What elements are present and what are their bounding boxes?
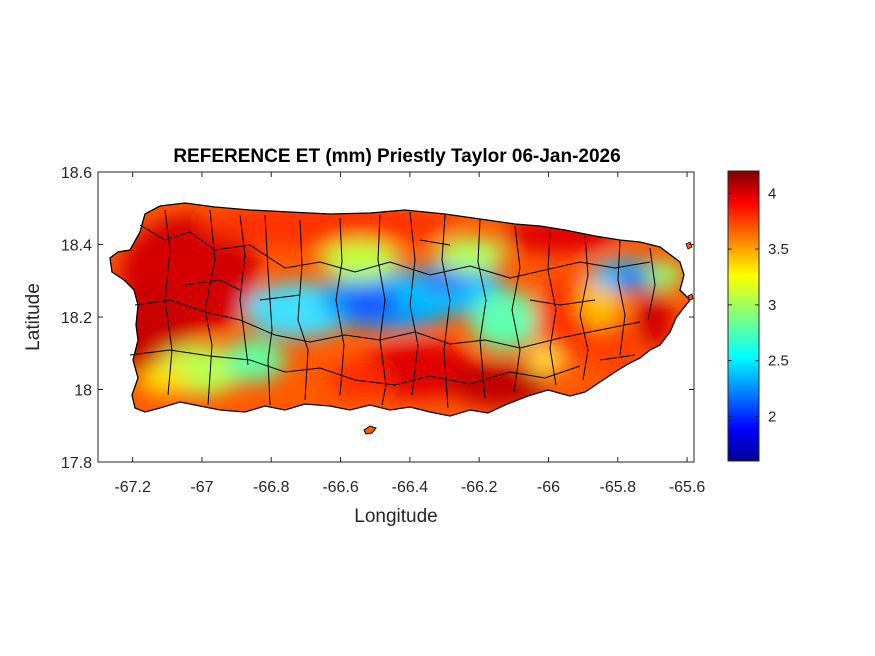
colorbar-tick-label: 3 [768,297,776,314]
island-et-field [109,202,691,417]
x-tick-label: -66.6 [322,479,359,496]
municipality-boundaries [129,209,656,409]
x-tick-label: -66.8 [253,479,290,496]
offshore-islands [363,241,694,435]
colorbar-tick-label: 2.5 [768,353,789,370]
x-tick-label: -65.6 [669,479,706,496]
map-title: REFERENCE ET (mm) Priestly Taylor 06-Jan… [173,146,620,167]
island-coastline [109,202,691,417]
x-tick-label: -66.2 [461,479,498,496]
colorbar-gradient [727,170,760,462]
y-tick-label: 18 [74,383,92,400]
x-axis-ticks: -67.2 -67 -66.8 -66.6 -66.4 -66.2 -66 -65.8 -65.… [114,172,705,496]
colorbar-tick-label: 4 [768,185,776,202]
y-tick-label: 18.4 [61,238,92,255]
x-tick-label: -67.2 [114,479,151,496]
y-axis-ticks: 17.8 18 18.2 18.4 18.6 [61,165,694,472]
x-tick-label: -66.4 [392,479,429,496]
y-tick-label: 18.2 [61,310,92,327]
colorbar-tick-label: 2 [768,408,776,425]
colorbar: 2 2.5 3 3.5 4 [727,170,789,462]
colorbar-ticks: 2 2.5 3 3.5 4 [728,185,789,425]
x-axis-label: Longitude [354,506,437,527]
y-tick-label: 17.8 [61,455,92,472]
y-tick-label: 18.6 [61,165,92,182]
colorbar-tick-label: 3.5 [768,241,789,258]
x-tick-label: -65.8 [600,479,637,496]
x-tick-label: -67 [190,479,213,496]
y-axis-label: Latitude [23,283,44,351]
x-tick-label: -66 [537,479,560,496]
